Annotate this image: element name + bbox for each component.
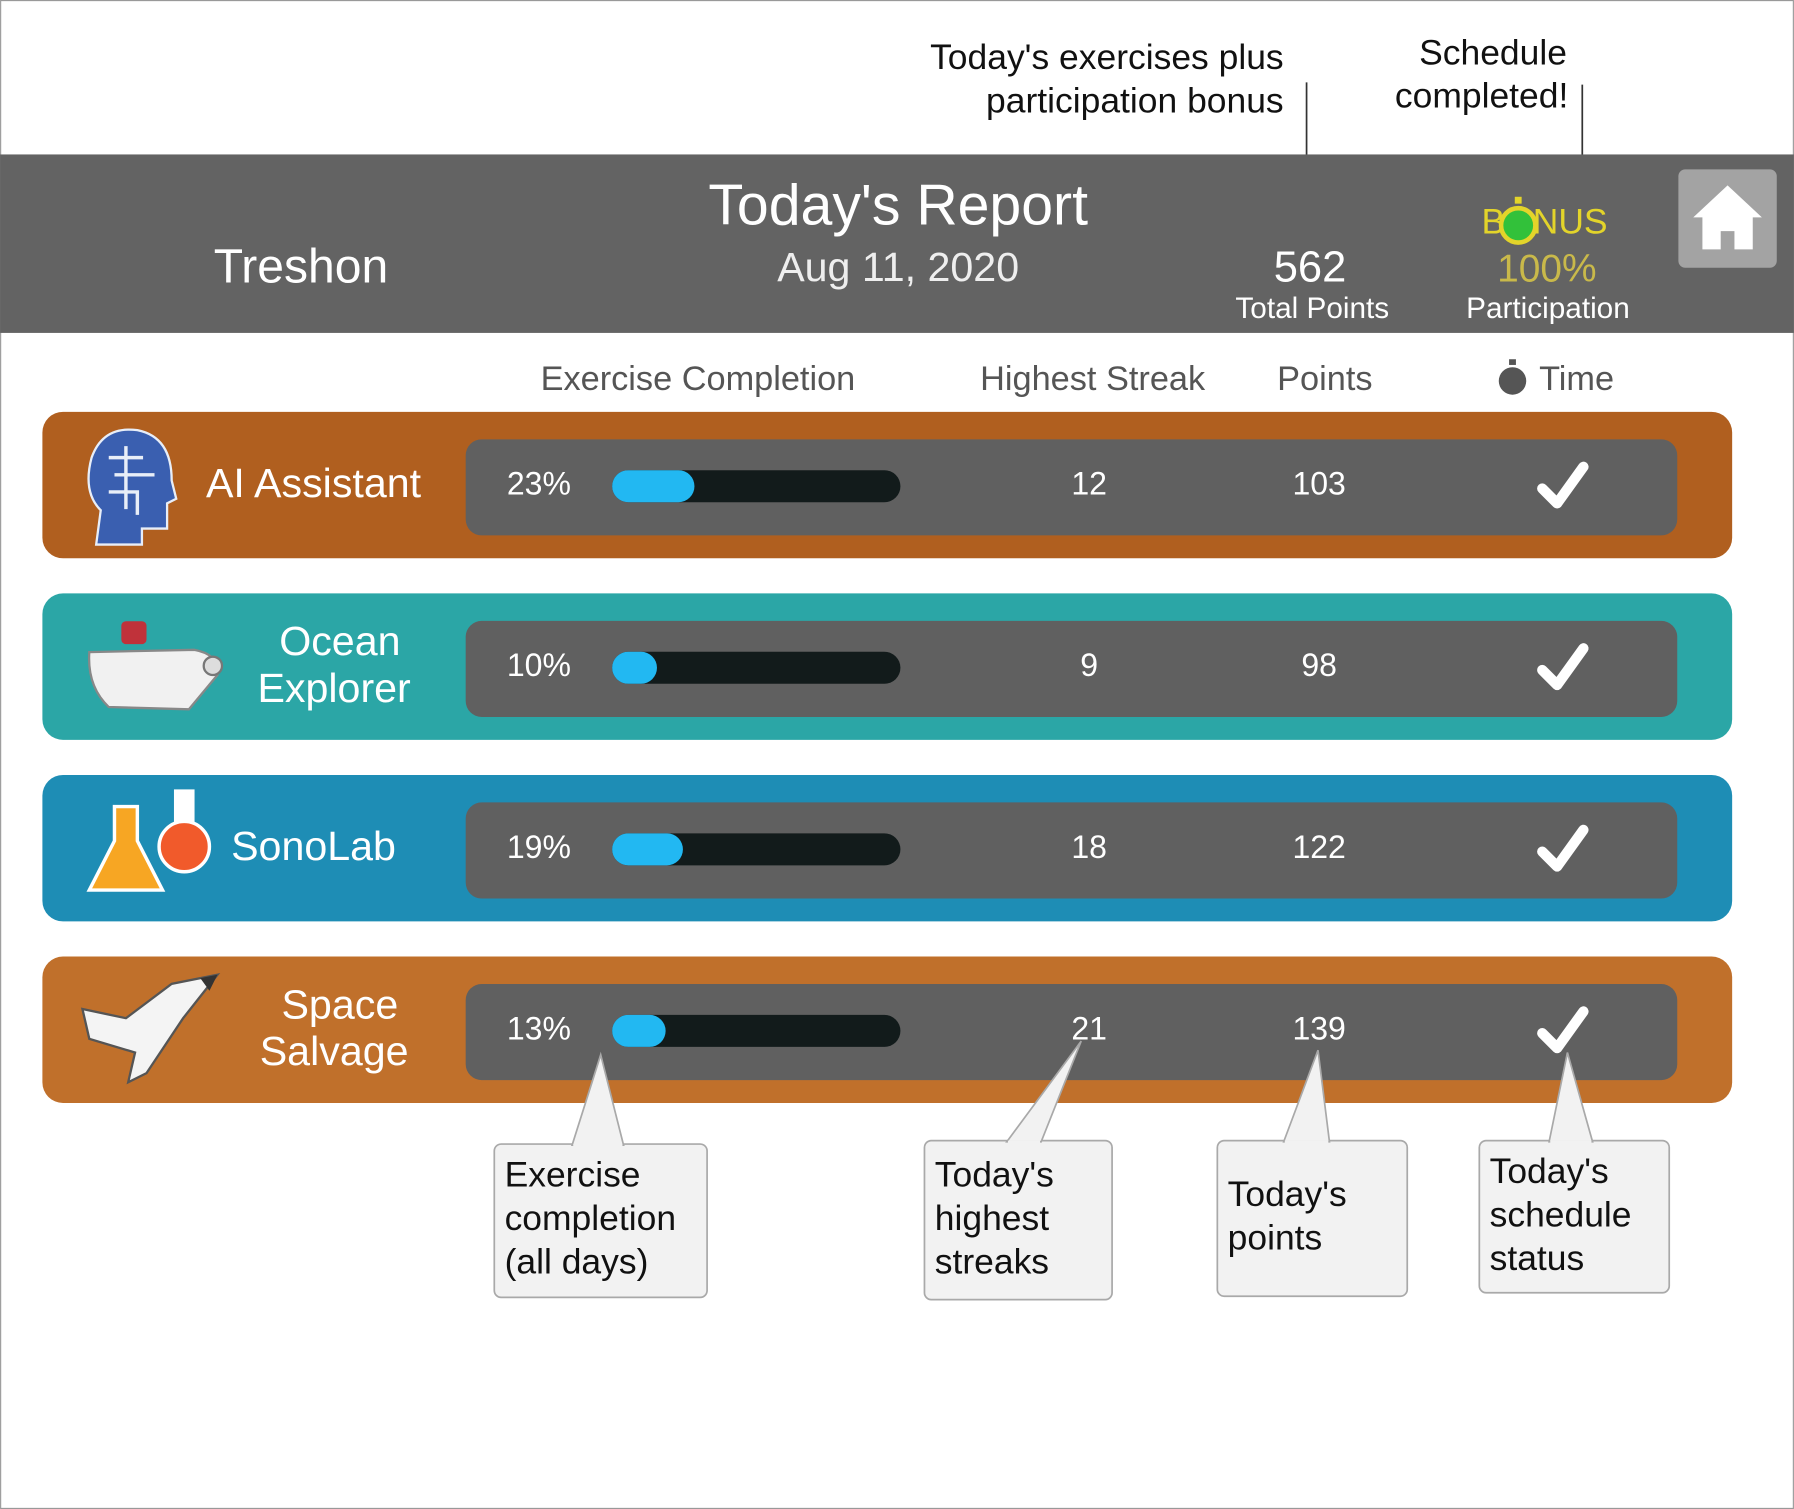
student-name: Treshon [214,241,388,294]
icon-sub-light [121,621,147,645]
completion-label: 19% [507,829,571,865]
report-title: Today's Report [708,173,1088,237]
completion-label: 10% [507,647,571,683]
completion-bar [612,833,683,866]
annotation-text: completed! [1395,76,1568,116]
callout-text: Today's [935,1155,1054,1195]
icon-circuit [108,446,155,515]
callout-text: completion [505,1198,676,1238]
row-panel [465,439,1678,536]
stopwatch-crown [1514,196,1522,204]
completion-track [612,833,901,866]
bonus-stopwatch [1498,196,1538,245]
column-header: Points [1277,360,1372,398]
participation-value: 100% [1497,247,1596,290]
icon-sub-body [87,648,219,711]
time-stopwatch-icon [1498,359,1527,395]
icon-head [87,428,178,546]
points: 98 [1301,647,1337,683]
annotation-text: Today's exercises plus [930,37,1284,77]
row-panel [465,983,1678,1081]
icon-shuttle-nose [200,974,218,991]
participation-label: Participation [1466,292,1630,325]
callout-text: (all days) [505,1242,649,1282]
stopwatch-crown [1509,359,1516,365]
highest-streak: 12 [1071,466,1107,502]
completion-bar [612,470,695,503]
game-row: SonoLab 19% 18 122 [42,774,1733,922]
schedule-check [1537,824,1589,872]
annotation-text: Schedule [1419,32,1567,72]
home-button[interactable] [1678,169,1777,268]
callout-text: Today's [1228,1174,1347,1214]
home-icon[interactable] [1693,185,1762,250]
completion-track [612,1014,901,1047]
header-band [0,154,1794,333]
game-name: Salvage [260,1028,409,1074]
highest-streak: 21 [1071,1010,1107,1046]
completion-label: 13% [507,1010,571,1046]
icon-sub-prop [202,655,224,677]
completion-bar [612,1014,666,1047]
points: 103 [1292,466,1345,502]
highest-streak: 18 [1071,829,1107,865]
column-header: Highest Streak [980,360,1206,398]
points: 139 [1292,1010,1345,1046]
callout-text: highest [935,1198,1049,1238]
icon-flask-neck [173,789,195,824]
points: 122 [1292,829,1345,865]
callout-text: points [1228,1218,1323,1258]
game-name: SonoLab [231,823,396,869]
stopwatch-face [1498,367,1527,395]
game-name: AI Assistant [206,460,422,506]
highest-streak: 9 [1080,647,1098,683]
game-name: Explorer [257,665,411,711]
annotation-text: participation bonus [986,80,1284,120]
schedule-check [1537,461,1589,509]
callout-text: status [1490,1238,1585,1278]
completion-track [612,651,901,684]
game-name: Space [281,981,398,1027]
icon-flask-round [157,819,212,874]
row-panel [465,620,1678,717]
callout-text: Exercise [505,1155,641,1195]
report-date: Aug 11, 2020 [777,244,1019,290]
stopwatch-face [1498,205,1538,245]
completion-label: 23% [507,466,571,502]
column-header: Exercise Completion [541,360,856,398]
game-row: AI Assistant 23% 12 103 [42,411,1733,559]
callout-text: streaks [935,1242,1049,1282]
icon-flask [86,804,166,892]
total-points-label: Total Points [1235,292,1389,325]
column-header: Time [1539,360,1614,398]
schedule-check [1537,1006,1589,1054]
schedule-check [1537,643,1589,691]
callout-text: Today's [1490,1151,1609,1191]
game-name: Ocean [279,618,400,664]
callout-text: schedule [1490,1195,1632,1235]
row-panel [465,802,1678,899]
completion-bar [612,651,657,684]
total-points: 562 [1274,243,1347,291]
icon-shuttle [80,972,221,1085]
